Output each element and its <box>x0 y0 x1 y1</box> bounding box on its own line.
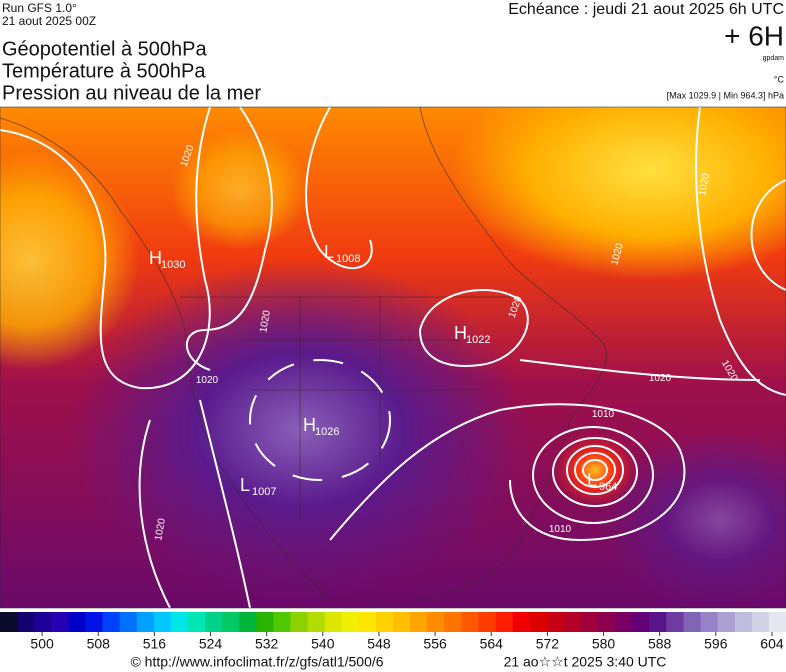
colorbar-swatch <box>683 612 702 632</box>
isobar-label: 1020 <box>196 375 219 386</box>
isobar-label: 1020 <box>697 172 712 196</box>
colorbar-swatch <box>529 612 548 632</box>
center-value: 1022 <box>466 334 490 346</box>
run-date: 21 aout 2025 00Z <box>2 14 96 28</box>
center-letter: L <box>324 242 334 262</box>
colorbar-swatch <box>273 612 291 632</box>
colorbar-tick-label: 540 <box>311 636 335 652</box>
colorbar-tick-label: 572 <box>536 636 560 652</box>
colorbar-swatch <box>478 612 497 632</box>
unit-geo: gpdam <box>763 55 785 62</box>
colorbar-swatch <box>598 612 616 632</box>
colorbar-tick-label: 580 <box>592 636 616 652</box>
colorbar-swatch <box>495 612 514 632</box>
center-value: 964 <box>599 481 617 493</box>
colorbar-swatch <box>222 612 240 632</box>
colorbar-tick-label: 564 <box>480 636 504 652</box>
center-letter: L <box>240 475 250 495</box>
colorbar-tick-label: 524 <box>199 636 223 652</box>
colorbar-tick-label: 500 <box>30 636 54 652</box>
footer-stamp: 21 ao☆☆t 2025 3:40 UTC <box>504 654 667 670</box>
unit-temp: °C <box>774 74 785 84</box>
center-value: 1030 <box>161 259 185 271</box>
colorbar-swatch <box>666 612 684 632</box>
colorbar-swatch <box>187 612 206 632</box>
title-line: Température à 500hPa <box>2 60 206 82</box>
colorbar-swatch <box>239 612 257 632</box>
colorbar-swatch <box>341 612 360 632</box>
colorbar-swatch <box>307 612 326 632</box>
colorbar-tick-label: 516 <box>143 636 167 652</box>
forecast-step: + 6H <box>724 20 784 51</box>
colorbar-swatch <box>205 612 223 632</box>
colorbar-tick-label: 548 <box>367 636 391 652</box>
isobar-label: 1010 <box>592 409 615 420</box>
colorbar-tick-label: 508 <box>87 636 111 652</box>
run-label: Run GFS 1.0° <box>2 1 77 15</box>
colorbar: 500 508 516 524 532 540 548 556 564 572 580 588 596 6… <box>0 612 786 652</box>
echeance: Echéance : jeudi 21 aout 2025 6h UTC <box>508 1 784 18</box>
colorbar-swatch <box>615 612 633 632</box>
colorbar-swatch <box>461 612 479 632</box>
title-line: Pression au niveau de la mer <box>2 82 261 104</box>
center-value: 1007 <box>252 486 276 498</box>
footer-url: © http://www.infoclimat.fr/z/gfs/atl1/50… <box>130 654 383 670</box>
colorbar-swatch <box>324 612 343 632</box>
colorbar-tick-label: 532 <box>255 636 279 652</box>
colorbar-swatch <box>546 612 565 632</box>
isobar-label: 1010 <box>549 524 572 535</box>
colorbar-swatch <box>17 612 35 632</box>
colorbar-swatch <box>34 612 52 632</box>
colorbar-tick-label: 588 <box>648 636 672 652</box>
isobar-label: 1020 <box>649 373 672 384</box>
colorbar-swatch <box>563 612 582 632</box>
title-line: Géopotentiel à 500hPa <box>2 38 207 60</box>
colorbar-tick-label: 596 <box>704 636 728 652</box>
colorbar-swatch <box>632 612 650 632</box>
colorbar-swatch <box>358 612 377 632</box>
colorbar-swatch <box>375 612 394 632</box>
colorbar-swatch <box>393 612 411 632</box>
colorbar-swatch <box>427 612 445 632</box>
pressure-extremes: [Max 1029.9 | Min 964.3] hPa <box>667 90 784 100</box>
center-value: 1026 <box>315 426 339 438</box>
map-area <box>0 107 786 608</box>
colorbar-swatch <box>717 612 736 632</box>
colorbar-swatch <box>649 612 667 632</box>
colorbar-swatch <box>119 612 138 632</box>
isobar-label: 1020 <box>258 309 273 333</box>
colorbar-swatch <box>768 612 786 632</box>
map-frame <box>0 106 786 609</box>
colorbar-swatch <box>580 612 599 632</box>
colorbar-tick-label: 556 <box>423 636 447 652</box>
colorbar-tick-label: 604 <box>760 636 784 652</box>
colorbar-swatch <box>512 612 531 632</box>
colorbar-swatch <box>51 612 69 632</box>
colorbar-swatch <box>170 612 189 632</box>
colorbar-swatch <box>0 612 18 632</box>
colorbar-swatch <box>290 612 309 632</box>
center-value: 1008 <box>336 253 360 265</box>
colorbar-swatch <box>136 612 155 632</box>
center-letter: H <box>454 323 467 343</box>
colorbar-swatch <box>68 612 86 632</box>
colorbar-swatch <box>153 612 172 632</box>
colorbar-swatch <box>700 612 719 632</box>
colorbar-swatch <box>256 612 274 632</box>
colorbar-swatch <box>102 612 121 632</box>
center-letter: H <box>149 248 162 268</box>
colorbar-swatch <box>410 612 428 632</box>
center-letter: L <box>587 470 597 490</box>
colorbar-swatch <box>751 612 770 632</box>
colorbar-swatch <box>734 612 753 632</box>
isobar-label: 1020 <box>153 517 168 541</box>
colorbar-swatch <box>85 612 104 632</box>
colorbar-swatch <box>444 612 462 632</box>
center-letter: H <box>303 415 316 435</box>
